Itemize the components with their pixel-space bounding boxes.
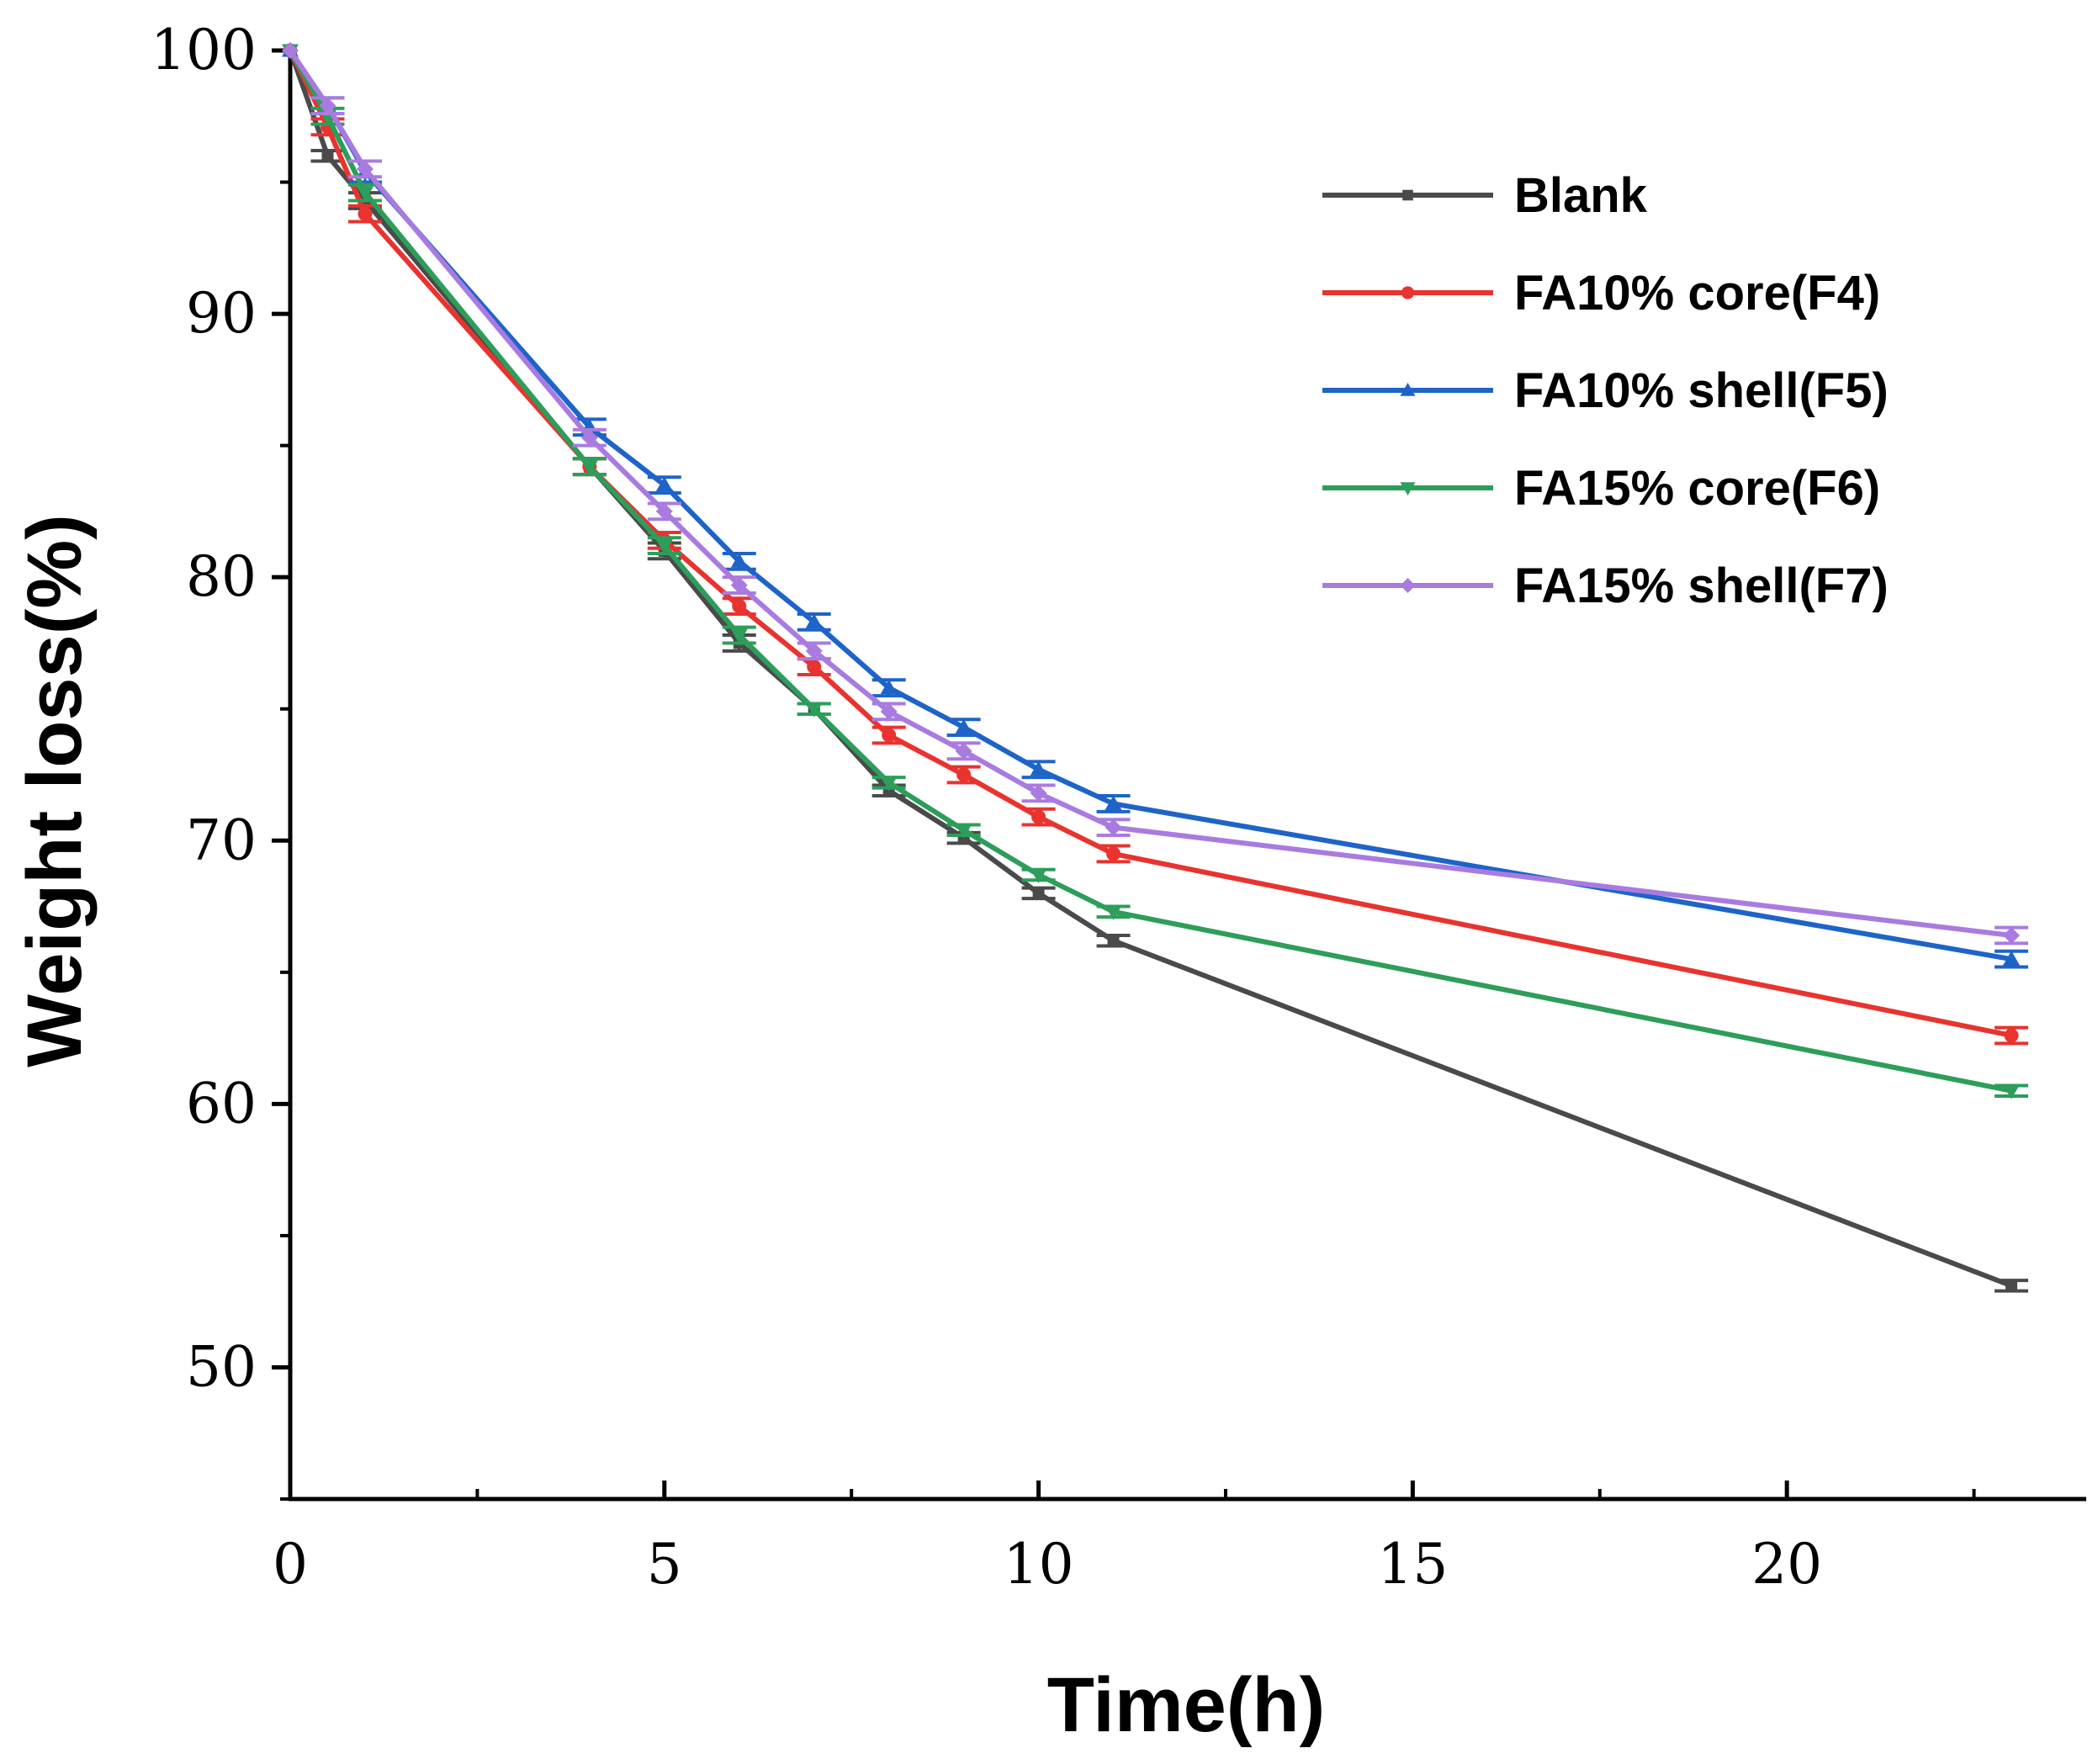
data-point (319, 97, 336, 114)
data-point (882, 728, 897, 743)
legend-swatch-marker (1402, 189, 1413, 201)
x-tick-label: 0 (273, 1532, 308, 1597)
data-point (955, 718, 972, 734)
data-point (1031, 809, 1046, 824)
legend-label: FA15% shell(F7) (1514, 559, 1889, 613)
legend-swatch-marker (1400, 578, 1416, 593)
data-point (1107, 935, 1120, 947)
data-point (805, 613, 823, 628)
x-tick-label: 15 (1377, 1532, 1448, 1597)
x-axis-title: Time(h) (1047, 1662, 1326, 1748)
data-point (2004, 1028, 2019, 1043)
data-point (955, 824, 972, 839)
data-point (730, 628, 748, 644)
data-point (356, 160, 374, 177)
data-point (1030, 784, 1047, 802)
data-point (2003, 926, 2021, 944)
y-tick-label: 90 (186, 281, 257, 346)
data-point (655, 476, 673, 492)
data-point (880, 679, 898, 695)
data-point (805, 642, 823, 660)
data-point (1106, 846, 1121, 861)
legend-label: FA15% core(F6) (1514, 461, 1880, 516)
legend-swatch-marker (1400, 383, 1416, 396)
legend-entry-fa15-shell-f7: FA15% shell(F7) (1322, 559, 1889, 613)
series-group (282, 42, 2029, 1293)
x-tick-label: 5 (647, 1532, 682, 1597)
data-point (655, 539, 673, 554)
y-tick-label: 50 (186, 1334, 257, 1399)
data-point (580, 460, 598, 475)
series-blank (284, 45, 2029, 1293)
data-point (655, 502, 673, 520)
legend-swatch-marker (1401, 286, 1415, 299)
data-point (580, 429, 598, 447)
legend-label: FA10% shell(F5) (1514, 363, 1889, 418)
x-tick-label: 20 (1751, 1532, 1822, 1597)
data-point (2003, 1084, 2021, 1099)
y-tick-label: 100 (151, 18, 257, 82)
axes: 0 5 10 15 20 50 60 70 80 90 100 (151, 18, 2086, 1597)
data-point (1030, 760, 1047, 776)
series-line-fa15-shell-f7 (288, 49, 2012, 938)
data-point (1032, 887, 1045, 899)
data-point (956, 767, 972, 782)
data-point (732, 599, 747, 614)
legend-entry-fa15-core-f6: FA15% core(F6) (1322, 461, 1880, 516)
series-fa10-core-f4 (283, 43, 2029, 1046)
series-line-blank (288, 49, 2013, 1289)
data-point (1105, 818, 1122, 836)
data-point (1030, 868, 1047, 883)
data-point (805, 702, 823, 718)
y-tick-label: 80 (186, 544, 257, 609)
y-tick-label: 60 (186, 1071, 257, 1136)
data-point (358, 206, 373, 221)
data-point (730, 553, 748, 568)
data-point (321, 150, 334, 162)
legend: Blank FA10% core(F4) FA10% shell(F5) FA15% … (1322, 168, 1889, 613)
series-fa15-core-f6 (282, 44, 2029, 1099)
data-point (356, 186, 374, 202)
x-tick-label: 10 (1004, 1532, 1074, 1597)
data-point (730, 576, 748, 594)
data-point (807, 660, 822, 675)
legend-label: Blank (1514, 168, 1648, 223)
series-line-fa10-core-f4 (288, 49, 2012, 1038)
data-point (1105, 905, 1122, 920)
legend-swatch-marker (1400, 482, 1416, 495)
data-point (2003, 951, 2021, 966)
y-axis-title: Weight loss(%) (12, 514, 98, 1067)
y-tick-label: 70 (186, 808, 257, 872)
data-point (880, 776, 898, 792)
data-point (282, 42, 299, 59)
legend-entry-blank: Blank (1322, 168, 1648, 223)
legend-label: FA10% core(F4) (1514, 266, 1880, 320)
legend-entry-fa10-shell-f5: FA10% shell(F5) (1322, 363, 1889, 418)
data-point (1105, 795, 1122, 810)
legend-entry-fa10-core-f4: FA10% core(F4) (1322, 266, 1880, 320)
series-fa15-shell-f7 (282, 42, 2029, 946)
data-point (880, 702, 898, 720)
data-point (2005, 1279, 2018, 1292)
data-point (955, 742, 972, 760)
